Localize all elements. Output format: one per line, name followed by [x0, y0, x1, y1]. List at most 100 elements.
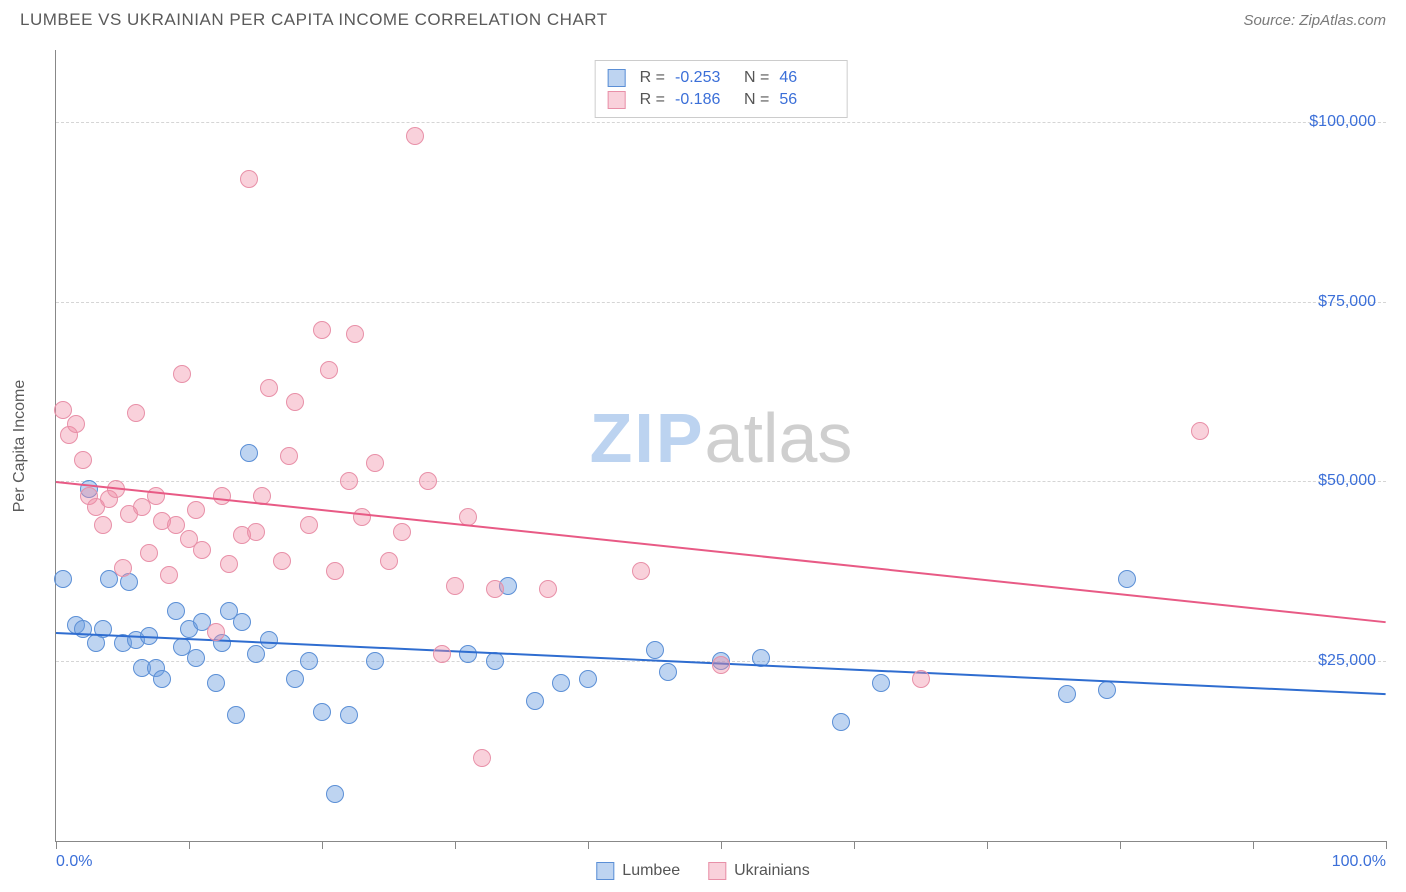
scatter-point-lumbee	[526, 692, 544, 710]
n-value-ukrainians: 56	[779, 91, 834, 109]
scatter-point-ukrainians	[193, 541, 211, 559]
x-tick	[854, 841, 855, 849]
x-tick-label: 0.0%	[56, 853, 92, 871]
y-tick-label: $50,000	[1318, 472, 1376, 490]
scatter-point-ukrainians	[280, 447, 298, 465]
scatter-point-ukrainians	[419, 472, 437, 490]
n-value-lumbee: 46	[779, 69, 834, 87]
scatter-point-lumbee	[1098, 681, 1116, 699]
chart-plot-area: ZIPatlas $25,000$50,000$75,000$100,0000.…	[55, 50, 1386, 842]
scatter-point-ukrainians	[632, 562, 650, 580]
x-tick	[322, 841, 323, 849]
r-value-ukrainians: -0.186	[675, 91, 730, 109]
scatter-point-lumbee	[300, 652, 318, 670]
scatter-point-lumbee	[207, 674, 225, 692]
scatter-point-ukrainians	[220, 555, 238, 573]
scatter-point-lumbee	[366, 652, 384, 670]
scatter-point-ukrainians	[286, 393, 304, 411]
legend-label: Lumbee	[622, 862, 680, 880]
scatter-point-ukrainians	[240, 170, 258, 188]
scatter-point-ukrainians	[74, 451, 92, 469]
scatter-point-ukrainians	[486, 580, 504, 598]
scatter-point-ukrainians	[247, 523, 265, 541]
scatter-point-lumbee	[486, 652, 504, 670]
scatter-point-lumbee	[326, 785, 344, 803]
scatter-point-ukrainians	[1191, 422, 1209, 440]
y-axis-title: Per Capita Income	[11, 380, 29, 513]
scatter-point-ukrainians	[346, 325, 364, 343]
series-legend: Lumbee Ukrainians	[596, 862, 809, 880]
chart-title: LUMBEE VS UKRAINIAN PER CAPITA INCOME CO…	[20, 10, 608, 30]
swatch-ukrainians	[708, 862, 726, 880]
scatter-point-ukrainians	[147, 487, 165, 505]
scatter-point-ukrainians	[207, 623, 225, 641]
legend-label: Ukrainians	[734, 862, 810, 880]
scatter-point-lumbee	[459, 645, 477, 663]
scatter-point-ukrainians	[67, 415, 85, 433]
scatter-point-ukrainians	[380, 552, 398, 570]
scatter-point-ukrainians	[114, 559, 132, 577]
n-label: N =	[744, 91, 769, 109]
scatter-point-lumbee	[832, 713, 850, 731]
scatter-point-ukrainians	[712, 656, 730, 674]
x-tick	[721, 841, 722, 849]
scatter-point-lumbee	[659, 663, 677, 681]
stats-legend: R = -0.253 N = 46 R = -0.186 N = 56	[595, 60, 848, 118]
scatter-point-ukrainians	[433, 645, 451, 663]
scatter-point-ukrainians	[187, 501, 205, 519]
scatter-point-ukrainians	[912, 670, 930, 688]
scatter-point-lumbee	[54, 570, 72, 588]
legend-item-lumbee: Lumbee	[596, 862, 680, 880]
scatter-point-lumbee	[153, 670, 171, 688]
scatter-point-lumbee	[313, 703, 331, 721]
gridline	[56, 302, 1386, 303]
scatter-point-lumbee	[340, 706, 358, 724]
scatter-point-lumbee	[233, 613, 251, 631]
r-value-lumbee: -0.253	[675, 69, 730, 87]
scatter-point-lumbee	[872, 674, 890, 692]
scatter-point-ukrainians	[473, 749, 491, 767]
scatter-point-ukrainians	[127, 404, 145, 422]
scatter-point-lumbee	[167, 602, 185, 620]
scatter-point-ukrainians	[140, 544, 158, 562]
x-tick	[588, 841, 589, 849]
scatter-point-ukrainians	[446, 577, 464, 595]
scatter-point-ukrainians	[94, 516, 112, 534]
scatter-point-ukrainians	[313, 321, 331, 339]
scatter-point-lumbee	[646, 641, 664, 659]
r-label: R =	[640, 69, 665, 87]
scatter-point-ukrainians	[340, 472, 358, 490]
n-label: N =	[744, 69, 769, 87]
stats-row-ukrainians: R = -0.186 N = 56	[608, 89, 835, 111]
stats-row-lumbee: R = -0.253 N = 46	[608, 67, 835, 89]
swatch-lumbee	[596, 862, 614, 880]
scatter-point-ukrainians	[393, 523, 411, 541]
r-label: R =	[640, 91, 665, 109]
x-tick-label: 100.0%	[1332, 853, 1386, 871]
scatter-point-lumbee	[260, 631, 278, 649]
scatter-point-ukrainians	[539, 580, 557, 598]
scatter-point-ukrainians	[406, 127, 424, 145]
trend-line-ukrainians	[56, 481, 1386, 623]
y-tick-label: $25,000	[1318, 652, 1376, 670]
x-tick	[987, 841, 988, 849]
scatter-point-lumbee	[187, 649, 205, 667]
scatter-point-lumbee	[1058, 685, 1076, 703]
scatter-point-lumbee	[247, 645, 265, 663]
scatter-point-lumbee	[286, 670, 304, 688]
scatter-point-ukrainians	[320, 361, 338, 379]
scatter-point-ukrainians	[366, 454, 384, 472]
scatter-point-ukrainians	[273, 552, 291, 570]
x-tick	[56, 841, 57, 849]
scatter-point-lumbee	[579, 670, 597, 688]
scatter-point-ukrainians	[326, 562, 344, 580]
scatter-point-ukrainians	[173, 365, 191, 383]
scatter-point-ukrainians	[167, 516, 185, 534]
scatter-point-ukrainians	[54, 401, 72, 419]
x-tick	[1253, 841, 1254, 849]
scatter-point-lumbee	[1118, 570, 1136, 588]
x-tick	[455, 841, 456, 849]
x-tick	[189, 841, 190, 849]
scatter-point-ukrainians	[260, 379, 278, 397]
scatter-point-lumbee	[227, 706, 245, 724]
